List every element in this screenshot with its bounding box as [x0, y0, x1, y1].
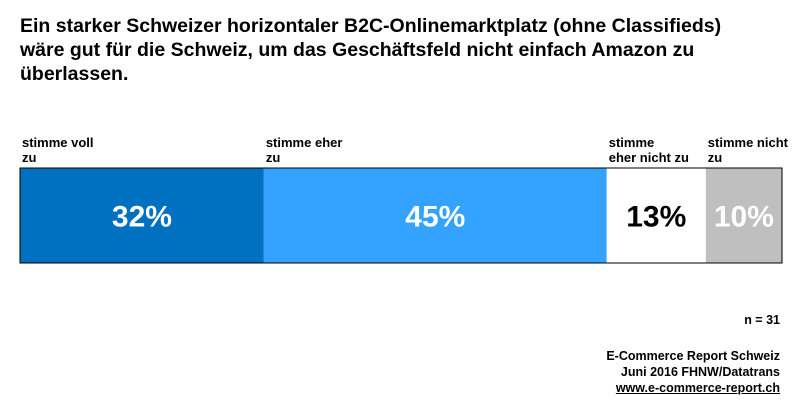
sample-size: n = 31: [744, 313, 780, 327]
bar-outline: [19, 167, 783, 264]
category-label-1: stimme voll zu: [22, 135, 94, 165]
category-label-4: stimme nicht zu: [708, 135, 789, 165]
source-line-2: Juni 2016 FHNW/Datatrans: [620, 365, 780, 379]
source-line-1: E-Commerce Report Schweiz: [606, 349, 780, 363]
bar-segment-1: [20, 168, 264, 263]
value-label-4: 10%: [714, 201, 774, 234]
source-block: E-Commerce Report Schweiz Juni 2016 FHNW…: [606, 348, 780, 396]
category-label-3: stimme eher nicht zu: [609, 135, 689, 165]
bar-segment-3: [606, 168, 706, 263]
category-label-2: stimme eher zu: [266, 135, 343, 165]
chart-title: Ein starker Schweizer horizontaler B2C-O…: [20, 15, 722, 85]
value-label-2: 45%: [405, 201, 465, 234]
source-link[interactable]: www.e-commerce-report.ch: [615, 381, 780, 395]
value-label-3: 13%: [626, 201, 686, 234]
bar-segment-4: [705, 168, 782, 263]
value-label-1: 32%: [112, 201, 172, 234]
bar-segment-2: [263, 168, 607, 263]
